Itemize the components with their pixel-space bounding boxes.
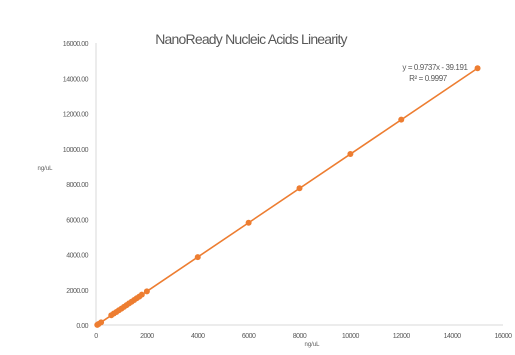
x-tick-labels: 0 2000 4000 6000 8000 10000 12000 14000 16000 xyxy=(94,333,512,340)
y-tick-label: 8000.00 xyxy=(66,182,88,189)
data-point xyxy=(296,185,303,192)
chart-title: NanoReady Nucleic Acids Linearity xyxy=(155,31,347,47)
y-tick-label: 6000.00 xyxy=(66,217,88,224)
y-tick-label: 16000.00 xyxy=(63,41,89,48)
x-tick-label: 14000 xyxy=(444,333,462,340)
x-tick-label: 2000 xyxy=(140,333,154,340)
y-tick-label: 12000.00 xyxy=(63,112,89,119)
data-point xyxy=(474,65,481,72)
data-point xyxy=(347,151,354,158)
trendline-equation: y = 0.9737x - 39.191 xyxy=(402,63,468,72)
data-point xyxy=(138,291,145,298)
y-tick-label: 2000.00 xyxy=(66,288,88,295)
trendline xyxy=(96,67,479,326)
data-point xyxy=(245,219,252,226)
y-axis-label: ng/uL xyxy=(37,166,53,172)
x-tick-label: 0 xyxy=(94,333,98,340)
data-point xyxy=(98,319,105,326)
data-point xyxy=(143,288,150,295)
x-axis-label: ng/uL xyxy=(304,342,320,348)
x-tick-label: 4000 xyxy=(191,333,205,340)
y-tick-label: 14000.00 xyxy=(63,76,89,83)
data-point xyxy=(194,254,201,261)
x-tick-label: 6000 xyxy=(242,333,256,340)
trendline-r-squared: R² = 0.9997 xyxy=(409,74,448,83)
x-tick-label: 10000 xyxy=(342,333,360,340)
x-tick-label: 8000 xyxy=(293,333,307,340)
y-tick-label: 10000.00 xyxy=(63,147,89,154)
y-tick-labels: 0.00 2000.00 4000.00 6000.00 8000.00 10000.00… xyxy=(63,41,89,330)
x-tick-label: 16000 xyxy=(495,333,513,340)
data-points xyxy=(94,65,481,328)
axes xyxy=(95,43,503,326)
y-tick-label: 4000.00 xyxy=(66,253,88,260)
y-tick-label: 0.00 xyxy=(76,323,88,330)
x-tick-label: 12000 xyxy=(393,333,411,340)
data-point xyxy=(398,116,405,123)
